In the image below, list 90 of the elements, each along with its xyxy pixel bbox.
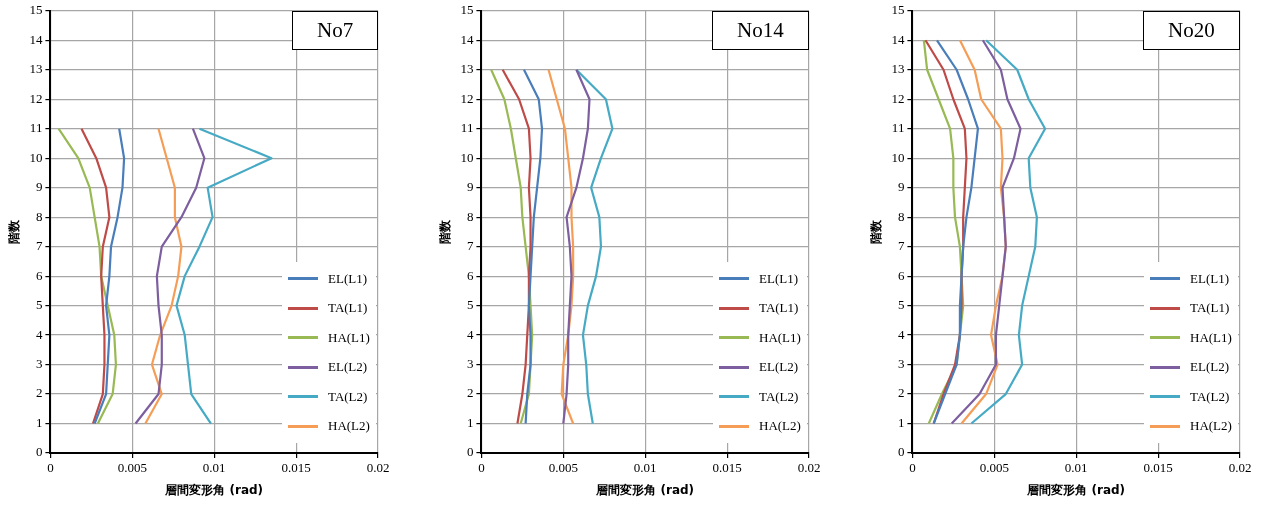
y-tick-label: 0 (35, 444, 43, 460)
x-axis-title: 層間変形角 (rad) (164, 482, 264, 497)
y-tick-label: 15 (460, 2, 474, 18)
legend-label: TA(L2) (328, 388, 368, 405)
y-tick-label: 4 (897, 326, 905, 342)
legend-label: EL(L2) (1190, 359, 1229, 376)
x-tick-label: 0.005 (117, 460, 147, 476)
y-tick-label: 5 (35, 297, 43, 313)
x-axis-title: 層間変形角 (rad) (1026, 482, 1126, 497)
x-tick-label: 0.015 (281, 460, 311, 476)
y-tick-label: 14 (460, 31, 474, 47)
y-tick-label: 11 (29, 120, 43, 136)
y-tick-label: 10 (29, 149, 43, 165)
y-tick-label: 8 (897, 208, 905, 224)
y-tick-label: 11 (460, 120, 474, 136)
y-tick-label: 6 (35, 267, 43, 283)
y-tick-label: 7 (897, 238, 905, 254)
x-tick-label: 0.015 (712, 460, 742, 476)
y-tick-label: 6 (466, 267, 474, 283)
legend-label: HA(L1) (1190, 329, 1232, 346)
y-tick-label: 4 (35, 326, 43, 342)
y-tick-label: 1 (466, 414, 474, 430)
chart-title: No20 (1143, 10, 1240, 50)
y-tick-label: 13 (29, 61, 43, 77)
y-tick-label: 15 (891, 2, 905, 18)
x-tick-label: 0 (47, 460, 54, 476)
chart-title: No7 (292, 10, 379, 50)
y-tick-label: 11 (891, 120, 905, 136)
y-tick-label: 6 (897, 267, 905, 283)
y-tick-label: 9 (466, 179, 474, 195)
y-tick-label: 13 (891, 61, 905, 77)
legend-label: HA(L2) (328, 418, 370, 435)
y-tick-label: 4 (466, 326, 474, 342)
x-tick-label: 0.01 (1064, 460, 1088, 476)
y-tick-label: 12 (29, 90, 43, 106)
legend-label: EL(L1) (1190, 270, 1229, 287)
legend-label: TA(L2) (759, 388, 799, 405)
y-tick-label: 3 (897, 355, 905, 371)
x-tick-label: 0.01 (633, 460, 657, 476)
y-tick-label: 1 (897, 414, 905, 430)
legend-label: TA(L1) (328, 300, 368, 317)
y-axis-title: 階数 (438, 218, 453, 244)
y-tick-label: 0 (897, 444, 905, 460)
y-tick-label: 10 (891, 149, 905, 165)
x-tick-label: 0.015 (1143, 460, 1173, 476)
x-tick-label: 0 (909, 460, 916, 476)
y-tick-label: 10 (460, 149, 474, 165)
x-tick-label: 0.02 (797, 460, 821, 476)
y-tick-label: 3 (466, 355, 474, 371)
legend-label: HA(L1) (759, 329, 801, 346)
y-tick-label: 12 (460, 90, 474, 106)
legend-label: TA(L2) (1190, 388, 1230, 405)
y-tick-label: 13 (460, 61, 474, 77)
x-tick-label: 0.02 (1228, 460, 1252, 476)
y-tick-label: 14 (891, 31, 905, 47)
legend-label: TA(L1) (1190, 300, 1230, 317)
x-tick-label: 0.005 (548, 460, 578, 476)
x-tick-label: 0.005 (979, 460, 1009, 476)
y-tick-label: 5 (897, 297, 905, 313)
y-axis-title: 階数 (869, 218, 884, 244)
y-tick-label: 15 (29, 2, 43, 18)
legend-label: HA(L2) (1190, 418, 1232, 435)
legend-label: EL(L1) (759, 270, 798, 287)
y-tick-label: 7 (466, 238, 474, 254)
legend-label: HA(L2) (759, 418, 801, 435)
x-tick-label: 0 (478, 460, 485, 476)
y-axis-title: 階数 (7, 218, 22, 244)
y-tick-label: 9 (897, 179, 905, 195)
y-tick-label: 7 (35, 238, 43, 254)
x-tick-label: 0.01 (202, 460, 226, 476)
legend-label: EL(L2) (759, 359, 798, 376)
legend-label: TA(L1) (759, 300, 799, 317)
y-tick-label: 14 (29, 31, 43, 47)
y-tick-label: 8 (35, 208, 43, 224)
legend-label: HA(L1) (328, 329, 370, 346)
legend-label: EL(L2) (328, 359, 367, 376)
legend-label: EL(L1) (328, 270, 367, 287)
y-tick-label: 1 (35, 414, 43, 430)
y-tick-label: 2 (35, 385, 43, 401)
x-axis-title: 層間変形角 (rad) (595, 482, 695, 497)
x-tick-label: 0.02 (366, 460, 390, 476)
y-tick-label: 5 (466, 297, 474, 313)
y-tick-label: 9 (35, 179, 43, 195)
y-tick-label: 8 (466, 208, 474, 224)
y-tick-label: 12 (891, 90, 905, 106)
y-tick-label: 2 (466, 385, 474, 401)
y-tick-label: 2 (897, 385, 905, 401)
y-tick-label: 3 (35, 355, 43, 371)
y-tick-label: 0 (466, 444, 474, 460)
chart-title: No14 (712, 10, 809, 50)
